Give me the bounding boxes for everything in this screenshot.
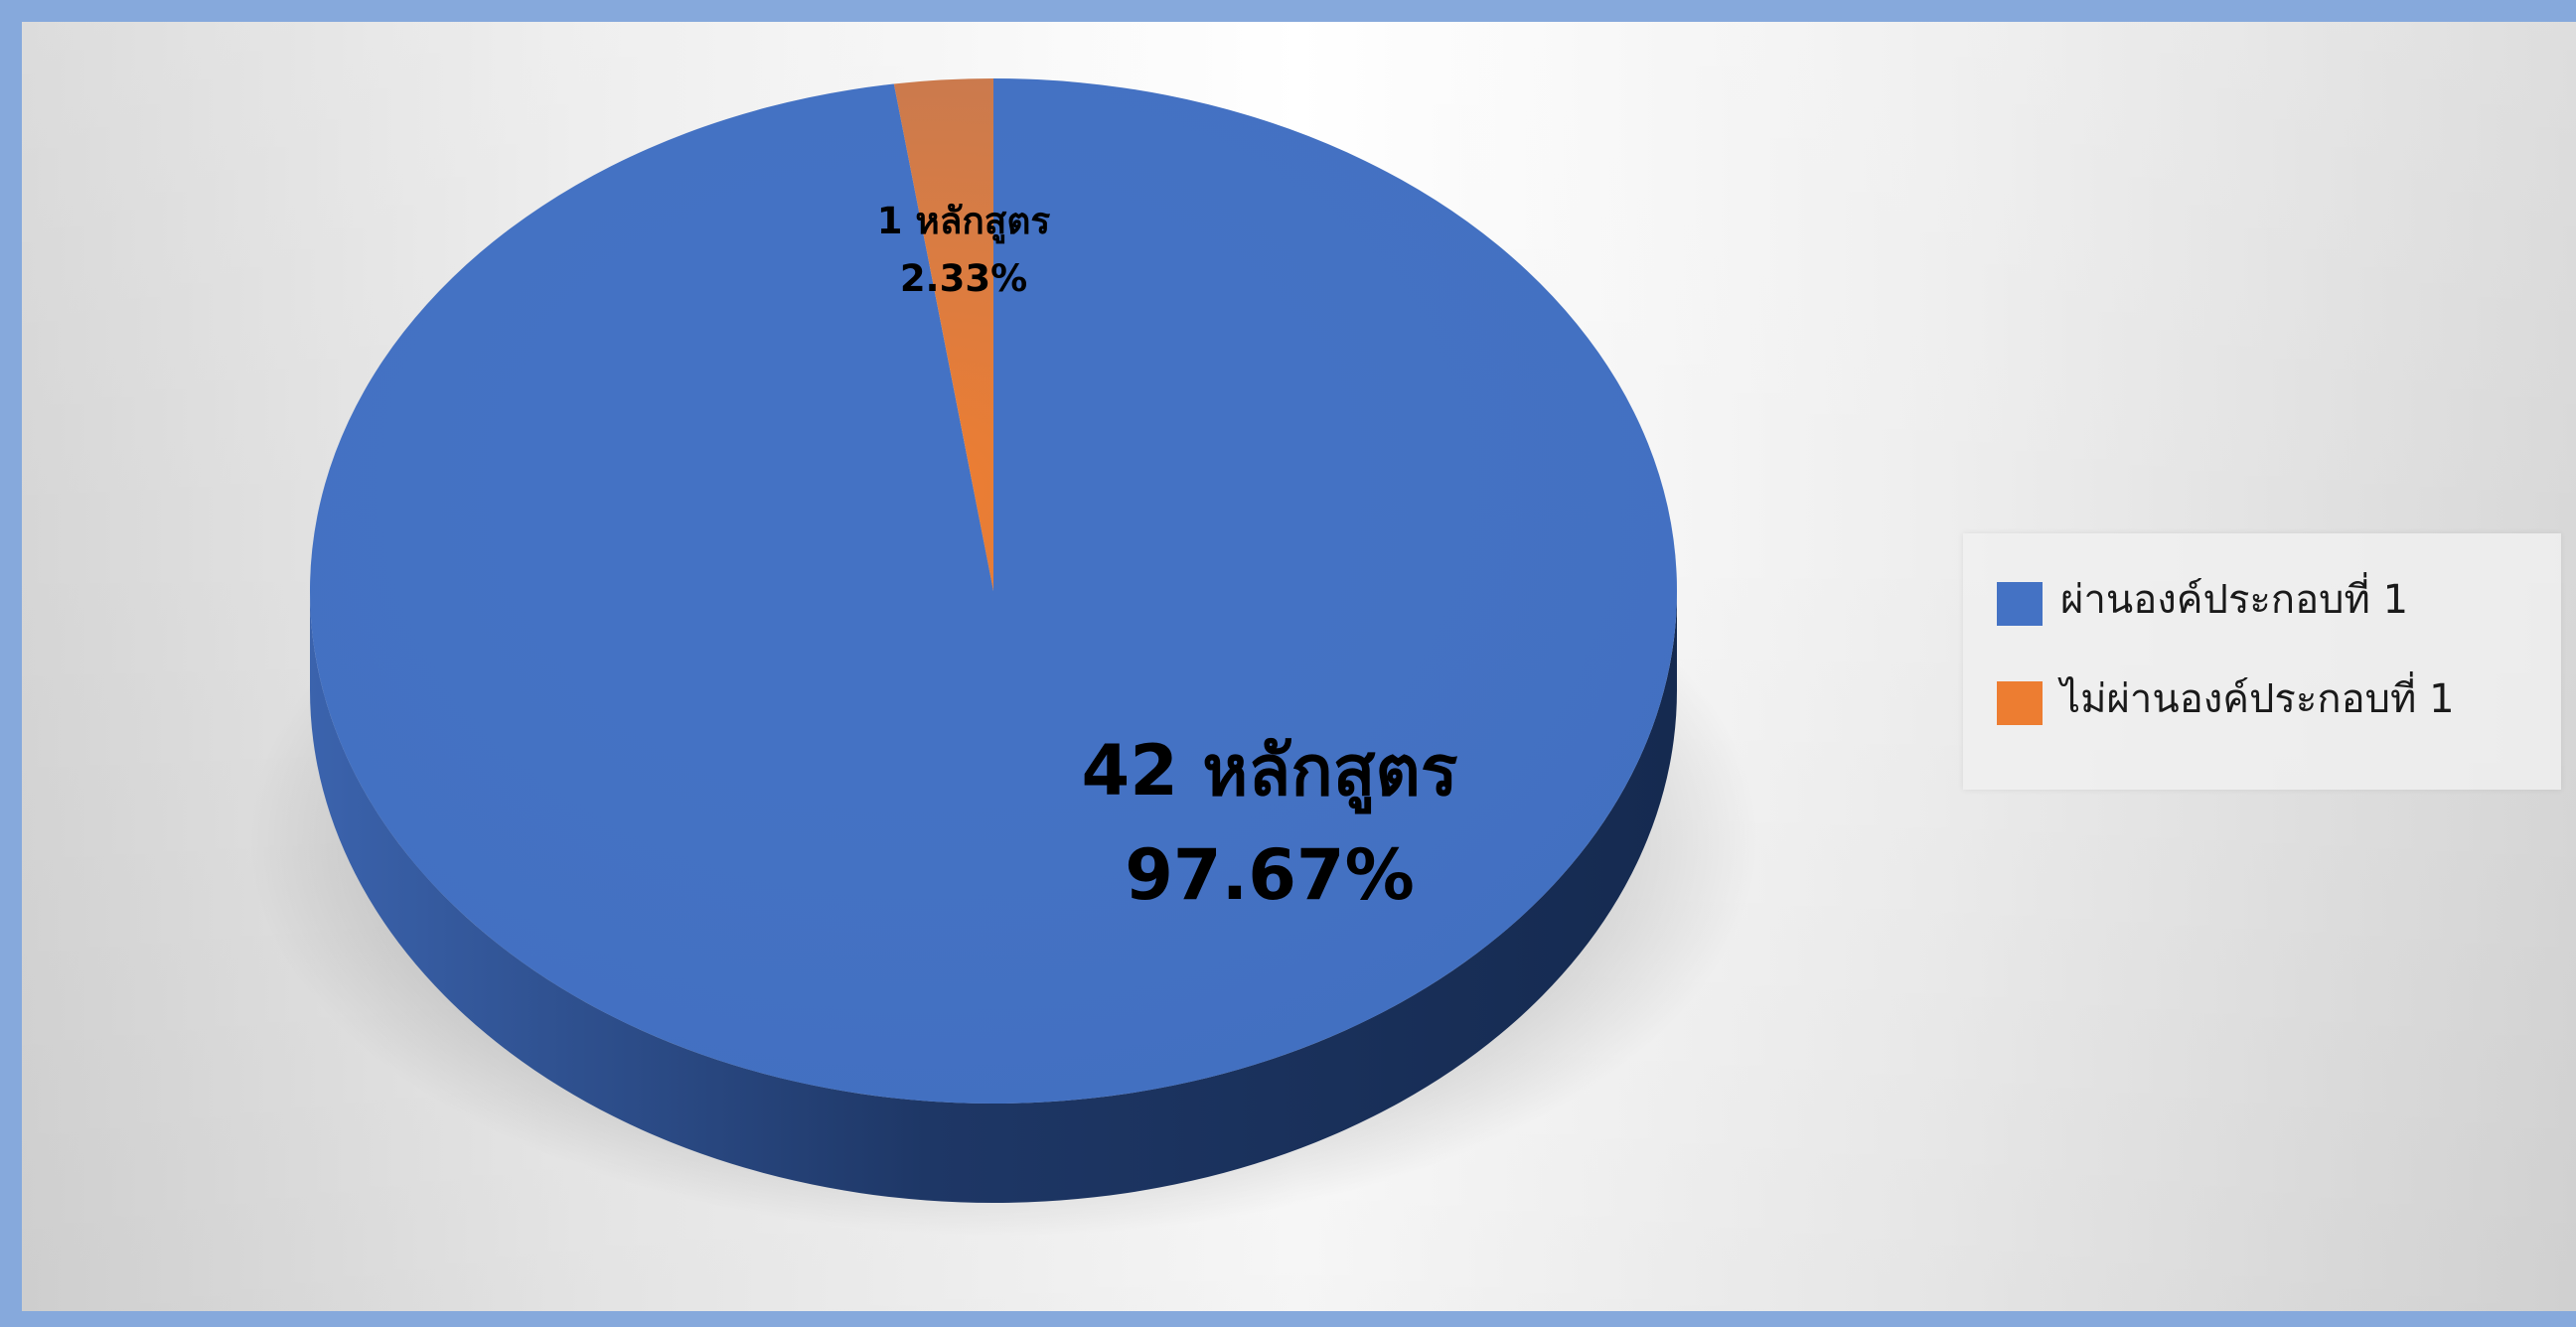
- legend-label-fail: ไม่ผ่านองค์ประกอบที่ 1: [2060, 676, 2455, 722]
- pie-tops: [310, 78, 1678, 1104]
- pie-sides: [310, 591, 1677, 1203]
- legend-item-pass: ผ่านองค์ประกอบที่ 1: [1997, 561, 2561, 637]
- pie-labels: 42 หลักสูตร 97.67% 1 หลักสูตร 2.33%: [877, 200, 1458, 916]
- data-label-fail-count: 1 หลักสูตร: [877, 200, 1051, 244]
- pie-top-shading: [310, 78, 1677, 1104]
- legend: ผ่านองค์ประกอบที่ 1 ไม่ผ่านองค์ประกอบที่…: [1963, 533, 2561, 790]
- pie-side-pass: [310, 591, 1677, 1203]
- data-label-pass-count: 42 หลักสูตร: [1082, 730, 1458, 814]
- legend-swatch-pass: [1997, 582, 2043, 626]
- data-label-pass-percent: 97.67%: [1125, 834, 1415, 916]
- legend-item-fail: ไม่ผ่านองค์ประกอบที่ 1: [1997, 661, 2561, 736]
- legend-label-pass: ผ่านองค์ประกอบที่ 1: [2060, 577, 2409, 623]
- data-label-fail-percent: 2.33%: [900, 257, 1027, 300]
- legend-swatch-fail: [1997, 681, 2043, 725]
